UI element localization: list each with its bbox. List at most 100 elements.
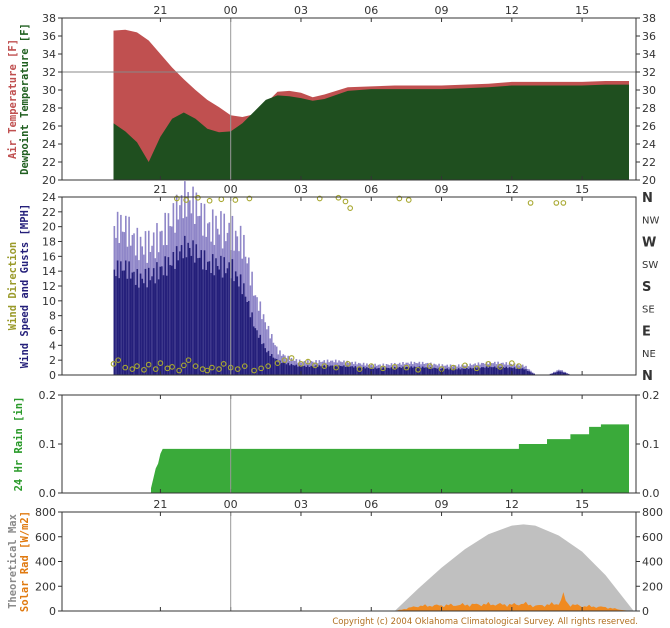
wind-speed-bar: [254, 328, 257, 375]
wind-speed-bar: [375, 368, 378, 375]
wind-speed-bar: [295, 364, 298, 375]
y-tick-label-left: 36: [42, 30, 56, 43]
wind-speed-bar: [187, 242, 189, 375]
wind-speed-bar: [256, 330, 258, 375]
x-tick-label-09: 09: [435, 498, 449, 511]
wind-speed-bar: [561, 371, 563, 375]
x-tick-label-06: 06: [364, 498, 378, 511]
wind-speed-bar: [252, 326, 255, 375]
wind-speed-bar: [323, 365, 326, 375]
wind-speed-bar: [343, 365, 345, 375]
wind-speed-bar: [244, 296, 247, 375]
wind-speed-bar: [566, 373, 568, 375]
x-tick-label-03: 03: [294, 183, 308, 196]
y-tick-label-right: 400: [642, 556, 663, 569]
wind-speed-bar: [443, 368, 445, 375]
y-axis-label-4-2: Solar Rad [W/m2]: [19, 511, 31, 612]
wind-speed-bar: [557, 371, 560, 375]
dewpoint-temperature-area: [113, 84, 629, 180]
wind-speed-bar: [328, 366, 330, 375]
y-tick-label-right: 800: [642, 506, 663, 519]
wind-speed-bar: [348, 366, 350, 375]
wind-speed-bar: [405, 366, 408, 375]
y-tick-label-left: 0.1: [39, 438, 57, 451]
wind-speed-bar: [159, 266, 162, 375]
wind-speed-bar: [285, 364, 288, 375]
wind-speed-bar: [487, 367, 490, 375]
wind-speed-bar: [366, 367, 368, 375]
wind-direction-point: [356, 366, 363, 372]
wind-speed-bar: [395, 367, 398, 375]
wind-speed-bar: [316, 366, 319, 375]
wind-direction-point: [241, 363, 248, 369]
wind-direction-point: [508, 360, 515, 366]
wind-speed-bar: [515, 368, 517, 375]
wind-direction-point: [173, 195, 180, 202]
y-tick-label-left: 16: [42, 250, 56, 263]
wind-speed-bar: [221, 277, 224, 375]
wind-speed-bar: [498, 367, 501, 375]
wind-speed-bar: [354, 366, 357, 375]
wind-speed-bar: [280, 363, 283, 375]
copyright-text: Copyright (c) 2004 Oklahoma Climatologic…: [332, 617, 638, 627]
wind-speed-bar: [489, 366, 491, 375]
y-tick-label-left: 0.0: [39, 487, 57, 500]
direction-label-sw: SW: [642, 260, 658, 271]
wind-speed-bar: [129, 278, 132, 375]
wind-speed-bar: [413, 366, 416, 375]
wind-speed-bar: [284, 362, 286, 375]
y-tick-label-right: 36: [642, 30, 656, 43]
wind-speed-bar: [282, 362, 285, 375]
wind-speed-bar: [164, 256, 166, 375]
rain-area: [113, 424, 629, 493]
wind-speed-bar: [136, 269, 139, 375]
wind-speed-bar: [472, 368, 475, 375]
y-tick-label-left: 38: [42, 12, 56, 25]
wind-speed-bar: [551, 373, 554, 375]
wind-speed-bar: [149, 280, 152, 375]
wind-speed-bar: [251, 312, 253, 375]
y-tick-label-right: 22: [642, 156, 656, 169]
wind-speed-bar: [298, 365, 301, 375]
wind-speed-bar: [234, 271, 237, 375]
wind-direction-point: [209, 364, 215, 371]
wind-direction-point: [335, 194, 342, 201]
y-tick-label-left: 22: [42, 156, 56, 169]
wind-speed-bar: [385, 367, 388, 375]
wind-speed-bar: [453, 368, 455, 375]
wind-direction-point: [403, 364, 410, 371]
wind-direction-point: [312, 362, 318, 369]
wind-speed-bar: [210, 273, 212, 375]
wind-speed-bar: [372, 368, 375, 375]
wind-speed-bar: [223, 257, 226, 375]
wind-speed-bar: [454, 368, 457, 375]
wind-speed-bar: [439, 369, 442, 375]
wind-direction-point: [405, 197, 412, 203]
wind-direction-point: [473, 365, 480, 372]
wind-speed-bar: [531, 373, 534, 375]
wind-speed-bar: [220, 255, 222, 375]
wind-speed-bar: [125, 260, 127, 375]
wind-speed-bar: [166, 275, 168, 375]
x-tick-label-06: 06: [364, 183, 378, 196]
y-tick-label-right: 34: [642, 48, 656, 61]
y-tick-label-right: 26: [642, 120, 656, 133]
wind-speed-bar: [518, 368, 521, 375]
wind-direction-point: [141, 366, 147, 373]
wind-speed-bar: [264, 348, 267, 375]
wind-direction-point: [560, 200, 567, 206]
wind-speed-bar: [461, 368, 463, 375]
wind-speed-bar: [380, 368, 383, 375]
wind-speed-bar: [331, 365, 334, 375]
wind-speed-bar: [238, 286, 240, 375]
wind-speed-bar: [228, 262, 230, 375]
wind-speed-bar: [315, 365, 317, 375]
wind-speed-bar: [425, 367, 427, 375]
wind-direction-point: [258, 365, 264, 372]
x-tick-label-00: 00: [224, 4, 238, 17]
y-axis-label-2-2: Wind Speed and Gusts [MPH]: [19, 204, 31, 368]
wind-speed-bar: [152, 268, 155, 375]
wind-speed-bar: [303, 365, 306, 375]
wind-direction-point: [129, 366, 136, 372]
